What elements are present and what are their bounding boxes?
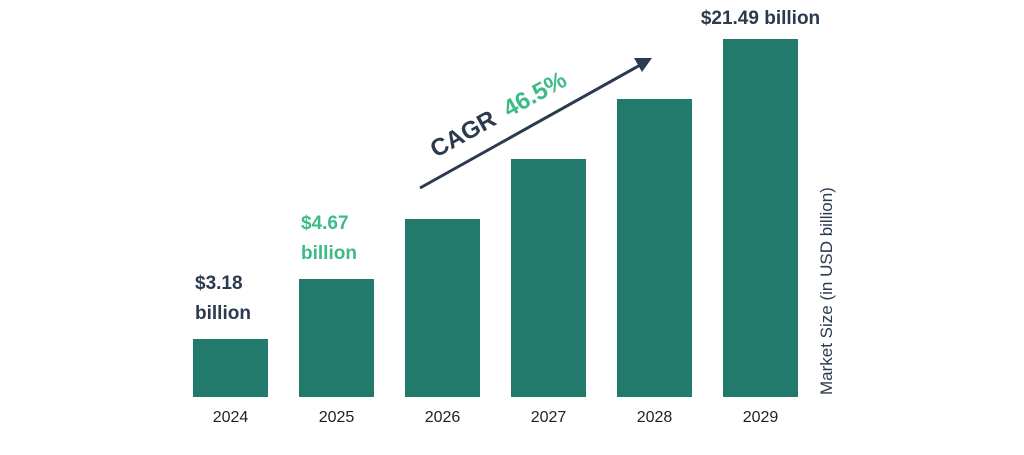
bar-2028 [617, 99, 692, 397]
data-label-2025: $4.67 [301, 213, 349, 234]
data-label-2029: $21.49 billion [701, 8, 820, 29]
data-label-2024: $3.18 [195, 273, 243, 294]
data-label-unit-2025: billion [301, 243, 357, 264]
cagr-value: 46.5% [499, 66, 572, 123]
x-tick-2027: 2027 [531, 409, 567, 426]
y-axis-label: Market Size (in USD billion) [817, 187, 836, 395]
x-tick-2028: 2028 [637, 409, 673, 426]
cagr-arrow-line [419, 62, 643, 190]
bar-2027 [511, 159, 586, 397]
x-tick-2024: 2024 [213, 409, 249, 426]
bar-2029 [723, 39, 798, 397]
x-tick-2026: 2026 [425, 409, 461, 426]
bar-2026 [405, 219, 480, 397]
data-label-unit-2024: billion [195, 303, 251, 324]
cagr-prefix: CAGR [426, 105, 501, 163]
cagr-arrow-head [634, 58, 652, 72]
bar-2024 [193, 339, 268, 397]
x-tick-2025: 2025 [319, 409, 355, 426]
x-tick-2029: 2029 [743, 409, 779, 426]
bar-2025 [299, 279, 374, 397]
